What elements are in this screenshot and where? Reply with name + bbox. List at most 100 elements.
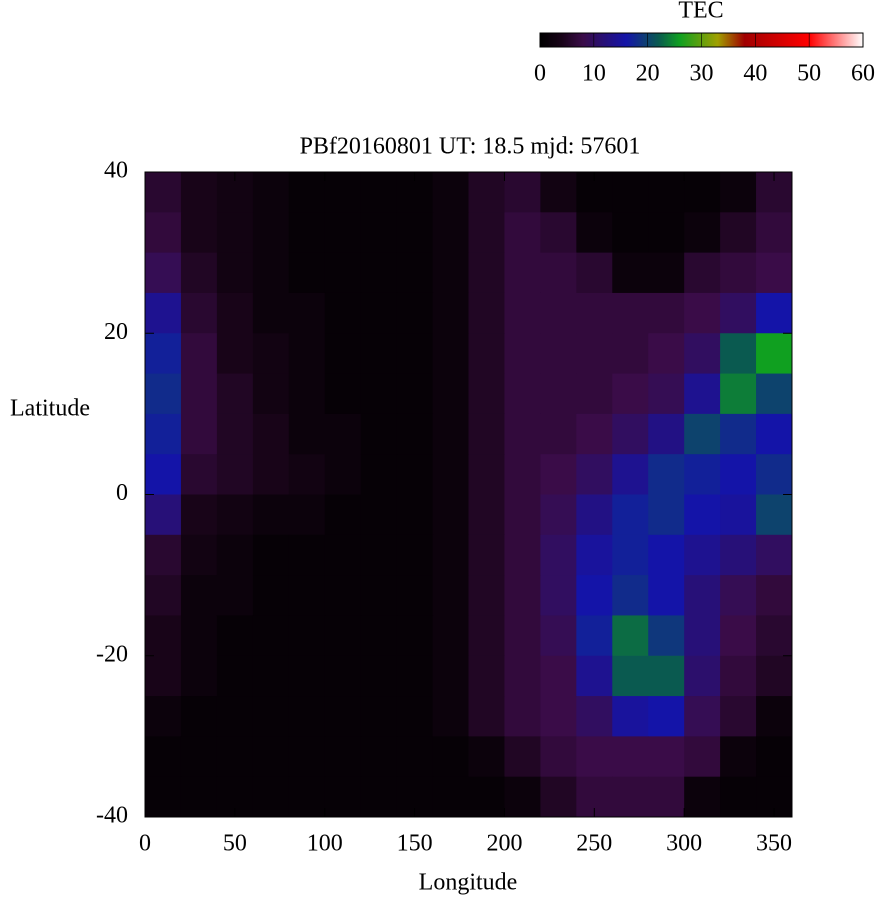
colorbar-strip <box>756 33 758 47</box>
colorbar-strip <box>810 33 812 47</box>
colorbar-strip <box>651 33 653 47</box>
colorbar-tick-label: 30 <box>690 61 714 87</box>
heatmap-cell <box>180 655 218 697</box>
heatmap-cell <box>360 575 398 616</box>
colorbar-strip <box>624 33 626 47</box>
heatmap-cell <box>648 373 685 415</box>
colorbar-strip <box>595 33 597 47</box>
colorbar-strip <box>706 33 708 47</box>
heatmap-cell <box>360 696 398 737</box>
heatmap-cell <box>756 413 793 455</box>
heatmap-cell <box>576 292 613 334</box>
heatmap-cell <box>432 454 469 495</box>
colorbar-strip <box>676 33 678 47</box>
colorbar-strip <box>806 33 808 47</box>
heatmap-cell <box>288 575 326 616</box>
heatmap-cell <box>612 413 649 455</box>
colorbar-strip <box>809 33 811 47</box>
heatmap-cell <box>145 655 182 697</box>
colorbar-strip <box>586 33 588 47</box>
colorbar-strip <box>685 33 687 47</box>
colorbar-strip <box>656 33 658 47</box>
colorbar-strip <box>703 33 705 47</box>
colorbar-strip <box>648 33 650 47</box>
heatmap-cell <box>324 333 362 375</box>
heatmap-cell <box>684 776 721 818</box>
colorbar-strip <box>594 33 596 47</box>
heatmap-cell <box>540 413 577 455</box>
heatmap-cell <box>288 655 326 697</box>
colorbar-strip <box>712 33 714 47</box>
heatmap-cell <box>540 776 577 818</box>
colorbar-strip <box>658 33 660 47</box>
colorbar-strip <box>760 33 762 47</box>
heatmap-cell <box>756 252 793 294</box>
colorbar-strip <box>731 33 733 47</box>
heatmap-cell <box>504 373 541 415</box>
colorbar-strip <box>792 33 794 47</box>
heatmap-cell <box>756 454 793 495</box>
colorbar-strip <box>709 33 711 47</box>
colorbar-strip <box>717 33 719 47</box>
heatmap-cell <box>576 575 613 616</box>
heatmap-cell <box>756 292 793 334</box>
colorbar-strip <box>689 33 691 47</box>
colorbar-strip <box>691 33 693 47</box>
colorbar-strip <box>845 33 847 47</box>
colorbar-strip <box>570 33 572 47</box>
heatmap-cell <box>504 333 541 375</box>
colorbar-tick-label: 0 <box>534 61 546 87</box>
colorbar-strip <box>625 33 627 47</box>
y-tick-label: 20 <box>104 319 128 345</box>
heatmap-cell <box>468 373 505 415</box>
colorbar-strip <box>856 33 858 47</box>
colorbar-strip <box>583 33 585 47</box>
colorbar-strip <box>807 33 809 47</box>
heatmap-cell <box>252 494 290 536</box>
colorbar-strip <box>659 33 661 47</box>
colorbar-strip <box>675 33 677 47</box>
colorbar-strip <box>635 33 637 47</box>
colorbar-strip <box>747 33 749 47</box>
heatmap-cell <box>612 696 649 737</box>
colorbar-strip <box>761 33 763 47</box>
colorbar-strip <box>665 33 667 47</box>
heatmap-cell <box>360 534 398 576</box>
colorbar-strip <box>714 33 716 47</box>
heatmap-cell <box>252 292 290 334</box>
colorbar-strip <box>628 33 630 47</box>
x-tick-label: 300 <box>666 831 702 857</box>
colorbar-strip <box>619 33 621 47</box>
colorbar-strip <box>791 33 793 47</box>
heatmap-cell <box>216 534 254 576</box>
heatmap-cell <box>360 413 398 455</box>
heatmap-cell <box>252 655 290 697</box>
colorbar-strip <box>664 33 666 47</box>
heatmap-cell <box>648 212 685 254</box>
heatmap-cell <box>216 413 254 455</box>
heatmap-cell <box>504 494 541 536</box>
colorbar-strip <box>545 33 547 47</box>
colorbar-strip <box>796 33 798 47</box>
heatmap-cell <box>360 252 398 294</box>
heatmap-cell <box>684 655 721 697</box>
heatmap-cell <box>396 212 434 254</box>
colorbar-strip <box>788 33 790 47</box>
colorbar-strip <box>693 33 695 47</box>
x-axis-label: Longitude <box>419 870 518 896</box>
heatmap-cell <box>540 655 577 697</box>
colorbar-strip <box>728 33 730 47</box>
heatmap-cell <box>648 696 685 737</box>
heatmap-cell <box>684 615 721 657</box>
heatmap-cell <box>468 736 505 778</box>
heatmap-cell <box>360 615 398 657</box>
colorbar-strip <box>828 33 830 47</box>
heatmap-cell <box>216 696 254 737</box>
heatmap-cell <box>324 212 362 254</box>
colorbar-strip <box>609 33 611 47</box>
heatmap-cell <box>684 413 721 455</box>
colorbar-strip <box>572 33 574 47</box>
colorbar-strip <box>621 33 623 47</box>
colorbar-strip <box>642 33 644 47</box>
colorbar-strip <box>742 33 744 47</box>
